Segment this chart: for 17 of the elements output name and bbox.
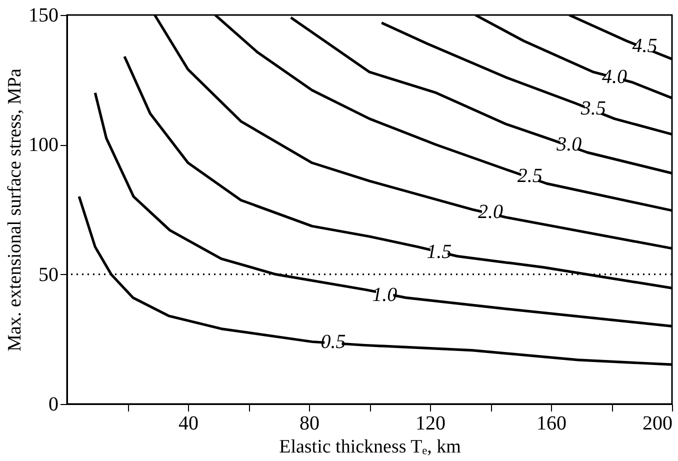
- x-tick-label: 120: [416, 412, 446, 434]
- y-tick-label: 100: [28, 134, 58, 156]
- annotation: 3.5: [580, 97, 606, 120]
- x-tick-label: 80: [300, 412, 320, 434]
- annotation: 4.0: [602, 66, 628, 88]
- y-axis-title: Max. extensional surface stress, MPa: [4, 68, 26, 352]
- annotation: 2.0: [478, 201, 503, 224]
- annotation: 3.0: [556, 134, 582, 156]
- x-tick-label: 160: [536, 412, 566, 434]
- x-tick-label: 40: [178, 412, 198, 434]
- y-tick-label: 0: [48, 394, 58, 416]
- x-axis-title: Elastic thickness Tₑ, km: [279, 436, 462, 458]
- x-tick-label: 200: [642, 412, 672, 434]
- annotation: 4.5: [632, 35, 658, 58]
- annotation: 2.5: [517, 164, 542, 187]
- y-tick-label: 150: [28, 4, 58, 26]
- y-tick-label: 50: [38, 264, 58, 286]
